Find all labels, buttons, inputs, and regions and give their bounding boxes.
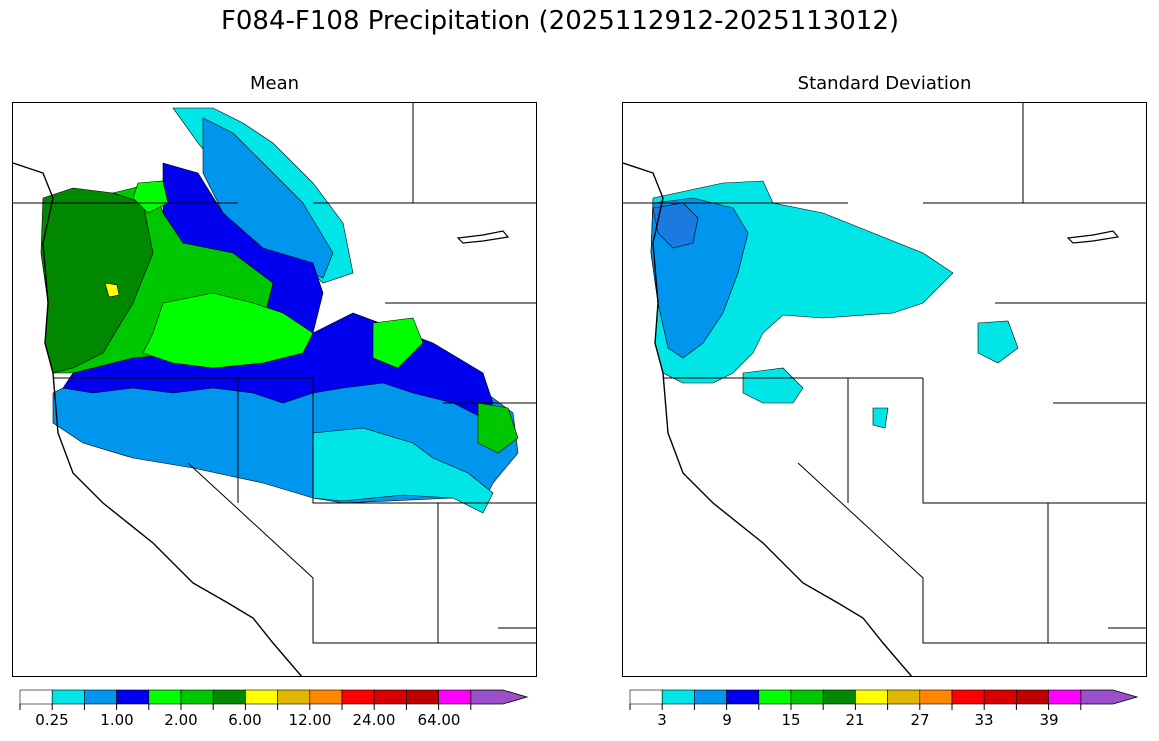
mean-coastline [13,162,303,676]
std-map-svg [623,103,1146,676]
mean-colorbar-segment [438,689,472,705]
mean-region-lime-north [132,180,169,214]
std-tick-label: 27 [910,711,930,729]
std-tick-label: 15 [781,711,801,729]
mean-colorbar-segment [309,689,343,705]
std-colorbar-segment [822,689,856,705]
mean-colorbar-segment [277,689,311,705]
mean-colorbar-segment [51,689,85,705]
std-colorbar-segment [694,689,727,705]
mean-colorbar-segment [245,689,278,705]
std-map[interactable] [622,102,1147,677]
std-panel-title: Standard Deviation [797,73,972,94]
std-colorbar-segment [758,689,792,705]
std-tick-label: 21 [845,711,865,729]
std-colorbar-svg [629,689,1139,710]
mean-tick-label: 6.00 [228,711,262,729]
std-colorbar-segment [951,689,985,705]
mean-tick-label: 64.00 [417,711,461,729]
mean-colorbar-svg [19,689,529,710]
mean-map-svg [13,103,536,676]
mean-colorbar [19,689,530,710]
mean-colorbar-segment [373,689,407,705]
std-colorbar-segment [629,689,663,705]
mean-region-lime-central [142,292,314,369]
mean-panel-title: Mean [249,73,300,94]
std-region-cyan-spot [872,407,889,429]
mean-colorbar-segment [212,689,246,705]
mean-colorbar-segment [148,689,182,705]
std-colorbar-segment [887,689,921,705]
std-coastline [623,162,913,676]
std-colorbar-segment [790,689,824,705]
mean-region-green-east [477,402,519,454]
mean-tick-label: 12.00 [288,711,332,729]
std-state-borders [623,103,1146,644]
mean-colorbar-segment [180,689,214,705]
mean-region-yellow [104,282,120,298]
std-colorbar-segment [661,689,695,705]
mean-lake [456,230,510,244]
mean-colorbar-segment [84,689,117,705]
mean-colorbar-segment [19,689,53,705]
std-tick-label: 33 [974,711,994,729]
figure-title: F084-F108 Precipitation (2025112912-2025… [220,6,900,36]
std-colorbar-segment [1048,689,1082,705]
std-lake [1066,230,1120,244]
std-colorbar-extend-arrow [1080,689,1139,705]
mean-region-lightblue-north [202,117,334,279]
mean-tick-label: 1.00 [100,711,134,729]
std-tick-label: 3 [657,711,667,729]
mean-region-lime-east [372,317,424,369]
mean-map[interactable] [12,102,537,677]
std-colorbar-segment [1016,689,1049,705]
std-region-cyan-east [977,320,1019,364]
std-colorbar-segment [919,689,953,705]
std-colorbar [629,689,1140,710]
std-colorbar-segment [855,689,888,705]
mean-state-borders [13,103,536,644]
std-tick-label: 39 [1039,711,1059,729]
mean-tick-label: 24.00 [352,711,396,729]
mean-colorbar-segment [116,689,150,705]
mean-tick-label: 0.25 [35,711,69,729]
mean-tick-label: 2.00 [164,711,198,729]
std-tick-label: 9 [722,711,732,729]
mean-colorbar-segment [406,689,439,705]
mean-colorbar-extend-arrow [470,689,529,705]
mean-colorbar-segment [341,689,375,705]
std-colorbar-segment [726,689,760,705]
std-colorbar-segment [983,689,1017,705]
std-region-cyan-south [742,367,804,404]
